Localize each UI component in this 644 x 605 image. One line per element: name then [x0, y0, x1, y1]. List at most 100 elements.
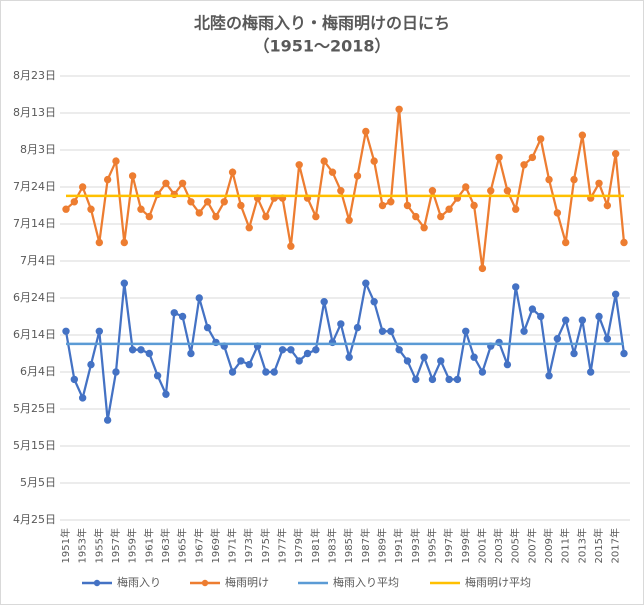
- point: [245, 360, 253, 369]
- point: [378, 327, 387, 335]
- x-tick-label: 1979年: [292, 528, 305, 563]
- point: [287, 242, 295, 250]
- point: [603, 335, 612, 343]
- x-tick-label: 1985年: [342, 528, 355, 563]
- point: [353, 172, 362, 180]
- x-tick-label: 1987年: [359, 528, 372, 563]
- point: [595, 179, 603, 188]
- y-tick-label: 5月5日: [20, 476, 56, 489]
- point: [445, 375, 453, 384]
- point: [520, 161, 528, 169]
- point: [437, 357, 445, 365]
- y-tick-label: 7月4日: [20, 254, 56, 267]
- point: [203, 198, 212, 206]
- point: [378, 201, 387, 210]
- point: [320, 157, 328, 165]
- point: [62, 205, 70, 213]
- point: [120, 279, 128, 287]
- y-tick-label: 6月14日: [13, 328, 56, 341]
- x-tick-label: 1967年: [192, 528, 205, 563]
- point: [195, 294, 203, 302]
- y-tick-label: 5月25日: [13, 402, 56, 415]
- point: [145, 349, 153, 358]
- point: [312, 346, 320, 354]
- point: [178, 312, 187, 321]
- x-tick-label: 1965年: [176, 528, 189, 563]
- y-tick-label: 8月23日: [13, 69, 56, 82]
- y-tick-label: 8月3日: [20, 143, 56, 156]
- point: [245, 224, 253, 232]
- point: [353, 323, 362, 332]
- point: [428, 187, 437, 195]
- point: [270, 368, 278, 376]
- point: [478, 368, 487, 376]
- x-tick-label: 1961年: [142, 528, 155, 563]
- point: [70, 198, 79, 206]
- point: [153, 372, 162, 380]
- point: [528, 153, 537, 162]
- point: [237, 357, 245, 365]
- point: [478, 264, 487, 273]
- x-tick-label: 1991年: [392, 528, 405, 563]
- x-tick-label: 1995年: [425, 528, 438, 563]
- x-tick-label: 1983年: [326, 528, 339, 563]
- point: [295, 161, 303, 169]
- point: [620, 238, 628, 247]
- point: [562, 238, 570, 247]
- y-tick-label: 6月24日: [13, 291, 56, 304]
- legend-label: 梅雨明け: [225, 575, 269, 589]
- legend-item: 梅雨入り平均: [298, 575, 399, 589]
- point: [203, 323, 212, 332]
- point: [78, 394, 87, 402]
- point: [162, 390, 170, 398]
- x-tick-label: 1973年: [242, 528, 255, 563]
- point: [545, 372, 553, 380]
- x-tick-label: 2001年: [475, 528, 488, 563]
- point: [337, 187, 345, 195]
- point: [228, 168, 237, 176]
- point: [387, 198, 395, 206]
- x-tick-label: 2009年: [542, 528, 555, 563]
- point: [545, 175, 553, 184]
- x-tick-label: 1971年: [226, 528, 239, 563]
- legend-marker: [93, 579, 101, 587]
- point: [303, 349, 312, 358]
- legend-label: 梅雨明け平均: [465, 575, 531, 589]
- point: [620, 349, 628, 358]
- x-tick-label: 1997年: [442, 528, 455, 563]
- point: [395, 346, 403, 354]
- point: [87, 205, 95, 213]
- point: [370, 298, 378, 306]
- x-tick-label: 2017年: [609, 528, 622, 563]
- point: [570, 349, 578, 358]
- chart-subtitle: （1951～2018）: [253, 37, 390, 56]
- x-tick-label: 2003年: [492, 528, 505, 563]
- point: [578, 316, 587, 324]
- point: [112, 157, 120, 165]
- x-tick-label: 2007年: [525, 528, 538, 563]
- point: [387, 327, 395, 335]
- point: [78, 183, 87, 191]
- point: [570, 175, 578, 184]
- point: [503, 360, 512, 369]
- point: [137, 205, 145, 213]
- x-tick-label: 1999年: [459, 528, 472, 563]
- point: [320, 298, 328, 306]
- point: [228, 368, 237, 376]
- x-tick-label: 1989年: [375, 528, 388, 563]
- point: [537, 312, 545, 321]
- point: [345, 216, 353, 225]
- legend-label: 梅雨入り: [117, 575, 161, 589]
- legend-item: 梅雨明け平均: [430, 575, 531, 589]
- point: [403, 201, 412, 210]
- y-tick-label: 6月4日: [20, 365, 56, 378]
- x-tick-label: 1981年: [309, 528, 322, 563]
- point: [87, 360, 95, 369]
- point: [145, 212, 153, 221]
- point: [345, 353, 353, 361]
- point: [537, 135, 545, 143]
- y-tick-label: 7月24日: [13, 180, 56, 193]
- point: [412, 375, 420, 384]
- point: [187, 349, 195, 358]
- point: [420, 353, 428, 361]
